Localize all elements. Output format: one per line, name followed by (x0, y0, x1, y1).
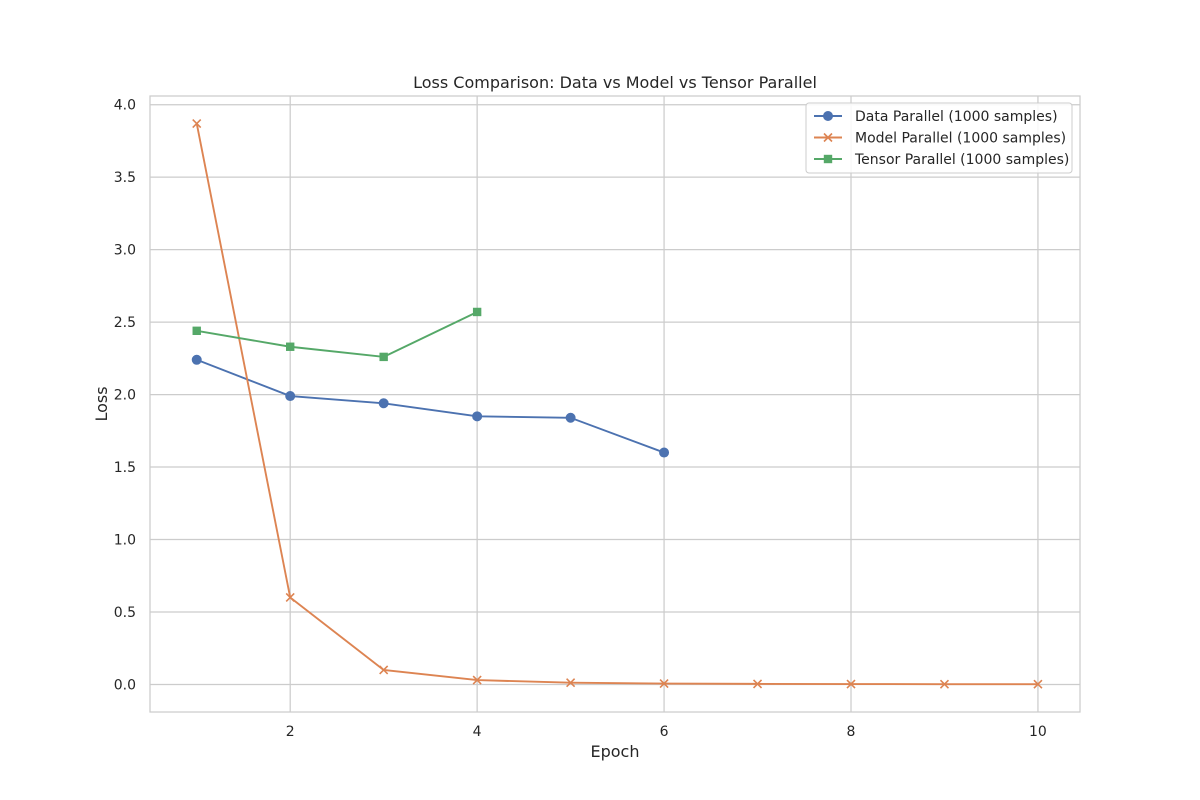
y-tick-label: 0.0 (114, 677, 136, 693)
series-3 (192, 307, 482, 362)
data-point (566, 678, 576, 688)
y-tick-label: 3.5 (114, 170, 136, 186)
y-tick-label: 2.5 (114, 315, 136, 331)
y-tick-labels: 0.0 0.5 1.0 1.5 2.0 2.5 3.0 3.5 4.0 (114, 98, 136, 694)
data-point (846, 679, 856, 689)
data-point (659, 679, 669, 689)
y-axis-title: Loss (92, 386, 111, 421)
legend-label: Tensor Parallel (1000 samples) (854, 152, 1069, 168)
data-point (472, 675, 482, 685)
legend-marker (823, 111, 833, 121)
data-point (565, 412, 576, 423)
series-1 (191, 354, 670, 458)
y-tick-label: 3.0 (114, 243, 136, 259)
data-point (379, 352, 388, 362)
data-point (286, 342, 295, 351)
y-tick-label: 0.5 (114, 605, 136, 621)
legend-marker (823, 154, 833, 164)
legend-entry: Data Parallel (1000 samples) (814, 109, 1058, 125)
y-tick-label: 1.5 (114, 460, 136, 476)
series-line (196, 311, 478, 358)
y-tick-label: 1.0 (114, 533, 136, 549)
data-point (192, 326, 201, 336)
data-point (191, 354, 202, 365)
x-tick-labels: 2 4 6 8 10 (286, 724, 1047, 740)
x-axis-title: Epoch (591, 742, 640, 761)
data-point (1033, 679, 1043, 689)
legend: Data Parallel (1000 samples) Model Parall… (805, 102, 1073, 174)
legend-entry: Tensor Parallel (1000 samples) (814, 152, 1069, 168)
y-tick-label: 2.0 (114, 388, 136, 404)
chart-title: Loss Comparison: Data vs Model vs Tensor… (413, 73, 817, 92)
legend-box (805, 102, 1073, 174)
legend-label: Model Parallel (1000 samples) (855, 131, 1066, 147)
series-layer (191, 118, 1043, 689)
x-tick-label: 10 (1029, 724, 1047, 740)
data-point (285, 592, 295, 603)
data-point (939, 679, 950, 689)
data-point (378, 398, 389, 409)
legend-label: Data Parallel (1000 samples) (855, 109, 1058, 125)
data-point (379, 665, 389, 675)
data-point (659, 447, 670, 458)
x-tick-label: 8 (847, 724, 856, 740)
y-tick-label: 4.0 (114, 98, 136, 114)
data-point (285, 391, 296, 402)
x-tick-label: 6 (660, 724, 669, 740)
series-line (196, 358, 665, 454)
x-tick-label: 2 (286, 724, 295, 740)
data-point (472, 307, 482, 317)
legend-entry: Model Parallel (1000 samples) (814, 131, 1066, 147)
x-tick-label: 4 (473, 724, 482, 740)
data-point (472, 411, 483, 422)
data-point (192, 118, 202, 129)
series-line (195, 123, 1038, 686)
plot-area (149, 95, 1081, 713)
series-2 (192, 118, 1043, 689)
legend-marker (823, 132, 833, 143)
data-point (752, 679, 763, 689)
